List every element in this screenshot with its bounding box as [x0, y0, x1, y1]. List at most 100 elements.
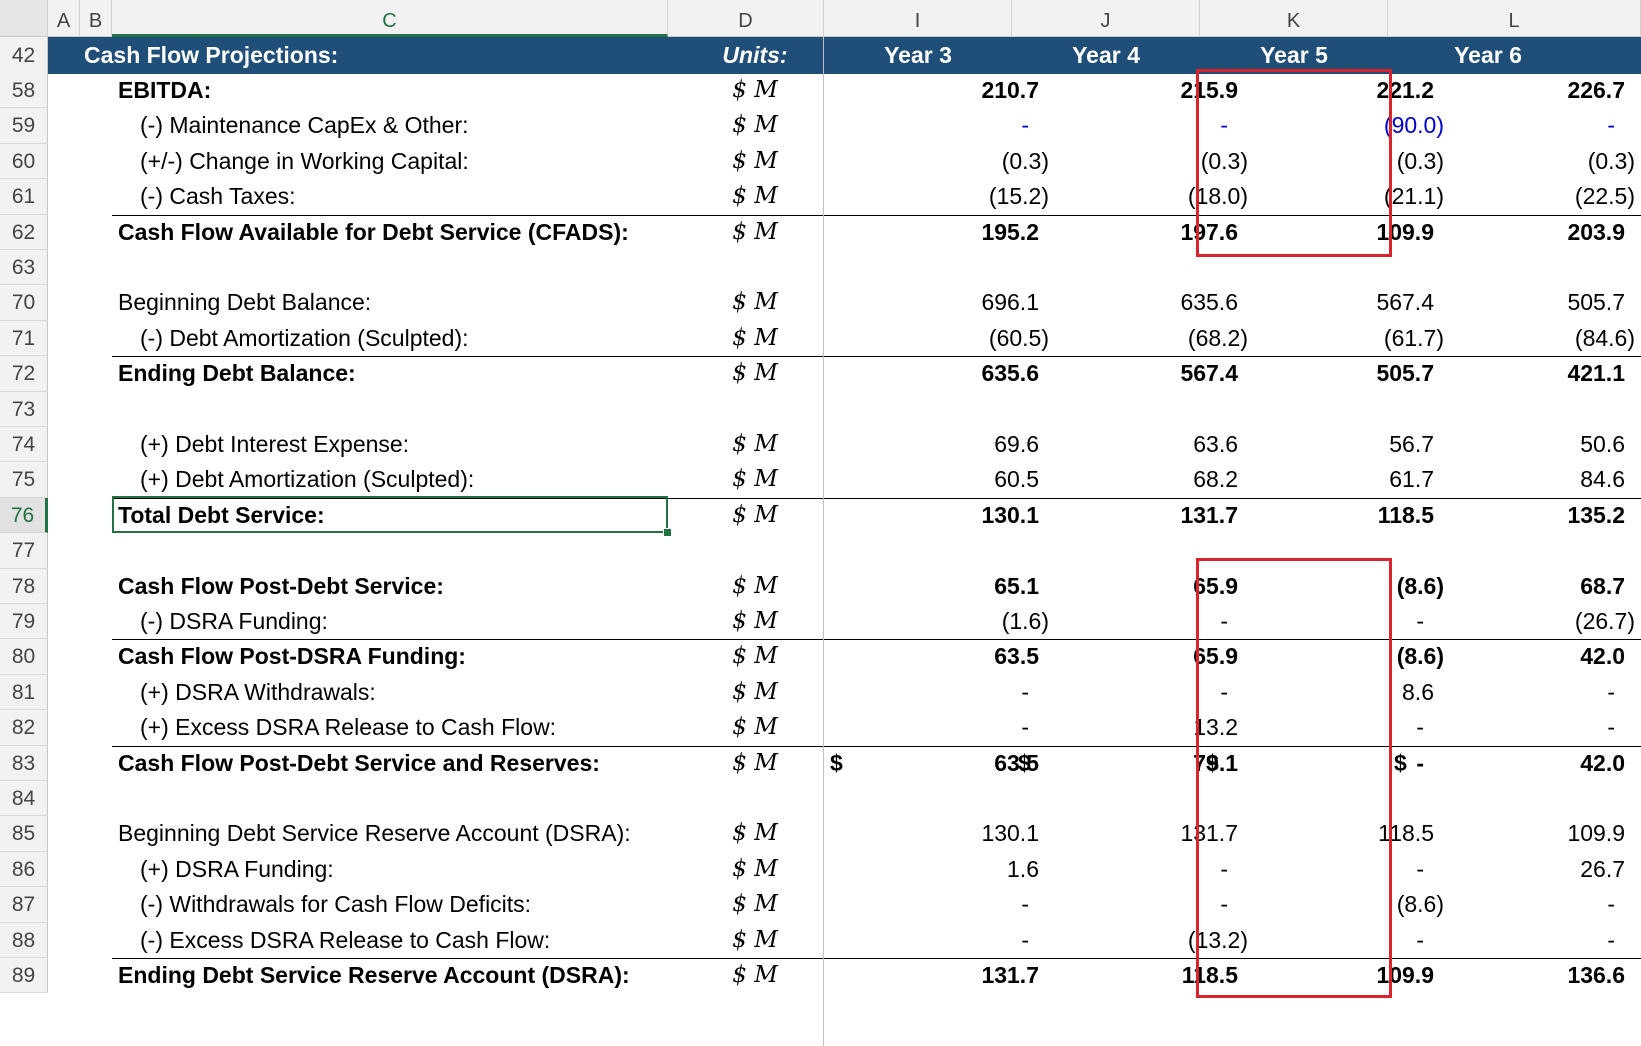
value-cell[interactable]: 63.5 [994, 643, 1039, 670]
row-number[interactable]: 62 [0, 214, 48, 250]
value-cell[interactable]: 65.1 [994, 572, 1039, 599]
value-cell[interactable]: - [1607, 714, 1615, 741]
row-number[interactable]: 73 [0, 391, 48, 427]
value-cell[interactable] [1455, 392, 1635, 429]
value-cell[interactable]: 226.7 [1567, 77, 1625, 103]
row-label[interactable]: (-) DSRA Funding: [140, 608, 328, 634]
value-cell[interactable]: 130.1 [981, 820, 1039, 847]
value-cell[interactable]: 635.6 [1180, 289, 1238, 316]
row-label[interactable]: (+) DSRA Funding: [140, 855, 334, 882]
value-cell[interactable]: 136.6 [1567, 962, 1625, 988]
row-number[interactable]: 61 [0, 179, 48, 215]
column-header-l[interactable]: L [1388, 0, 1641, 37]
row-number[interactable]: 76 [0, 497, 48, 534]
row-label[interactable]: (-) Excess DSRA Release to Cash Flow: [140, 926, 551, 953]
column-header-j[interactable]: J [1012, 0, 1200, 37]
value-cell[interactable]: (68.2) [1187, 324, 1248, 351]
column-header-d[interactable]: D [668, 0, 824, 37]
value-cell[interactable]: - [1021, 678, 1029, 705]
row-label[interactable]: Total Debt Service: [118, 501, 325, 528]
value-cell[interactable]: - [1416, 926, 1424, 953]
row-number[interactable]: 71 [0, 320, 48, 357]
row-label[interactable]: (+) Debt Amortization (Sculpted): [140, 466, 475, 493]
header-year-3[interactable]: Year 3 [884, 42, 952, 68]
value-cell[interactable]: - [1607, 926, 1615, 953]
column-header-c[interactable]: C [112, 0, 668, 37]
row-number[interactable]: 83 [0, 745, 48, 781]
units-cell[interactable]: $ M [732, 289, 778, 316]
value-cell[interactable]: 109.9 [1567, 820, 1625, 847]
value-cell[interactable] [1062, 392, 1248, 429]
row-label[interactable]: (-) Debt Amortization (Sculpted): [140, 324, 469, 351]
value-cell[interactable]: - [1021, 926, 1029, 953]
value-cell[interactable]: - [1220, 112, 1228, 139]
selected-cell-c76[interactable] [112, 496, 668, 533]
row-label[interactable]: Beginning Debt Service Reserve Account (… [118, 820, 631, 847]
units-cell[interactable]: $ M [732, 749, 778, 776]
units-cell[interactable]: $ M [732, 218, 778, 245]
column-header-b[interactable]: B [80, 0, 112, 37]
header-title[interactable]: Cash Flow Projections: [84, 42, 339, 68]
value-cell[interactable]: 118.5 [1377, 501, 1434, 528]
value-cell[interactable]: - [1021, 112, 1029, 139]
value-cell[interactable]: - [1607, 891, 1615, 918]
value-cell[interactable]: - [1416, 855, 1424, 882]
row-number[interactable]: 82 [0, 710, 48, 746]
value-cell[interactable] [1455, 533, 1635, 570]
value-cell[interactable]: 42.0 [1580, 749, 1625, 776]
value-cell[interactable] [865, 392, 1049, 429]
value-cell[interactable]: (8.6) [1396, 891, 1444, 918]
value-cell[interactable]: (22.5) [1574, 183, 1635, 210]
value-cell[interactable]: (21.1) [1383, 183, 1444, 210]
value-cell[interactable]: - [1416, 608, 1424, 634]
units-cell[interactable]: $ M [732, 147, 778, 174]
column-header-a[interactable]: A [48, 0, 80, 37]
value-cell[interactable]: 505.7 [1567, 289, 1625, 316]
row-number[interactable]: 84 [0, 781, 48, 817]
row-label[interactable]: (+) DSRA Withdrawals: [140, 678, 376, 705]
units-cell[interactable]: $ M [732, 360, 778, 387]
row-number[interactable]: 80 [0, 639, 48, 675]
value-cell[interactable]: 26.7 [1580, 855, 1625, 882]
value-cell[interactable]: - [1416, 749, 1424, 776]
value-cell[interactable]: 210.7 [981, 77, 1039, 103]
value-cell[interactable] [865, 250, 1049, 287]
value-cell[interactable]: 79.1 [1193, 749, 1238, 776]
value-cell[interactable]: 696.1 [981, 289, 1039, 316]
row-number[interactable]: 72 [0, 356, 48, 392]
row-label[interactable]: (+) Excess DSRA Release to Cash Flow: [140, 714, 557, 741]
value-cell[interactable]: (0.3) [1001, 147, 1049, 174]
value-cell[interactable]: 1.6 [1007, 855, 1039, 882]
value-cell[interactable]: 130.1 [981, 501, 1039, 528]
value-cell[interactable]: - [1220, 855, 1228, 882]
fill-handle[interactable] [663, 528, 672, 537]
value-cell[interactable] [865, 533, 1049, 570]
row-label[interactable]: (-) Cash Taxes: [140, 183, 296, 210]
value-cell[interactable]: (0.3) [1200, 147, 1248, 174]
row-label[interactable]: Cash Flow Post-Debt Service: [118, 572, 444, 599]
row-number[interactable]: 60 [0, 143, 48, 180]
value-cell[interactable]: 195.2 [981, 218, 1039, 245]
value-cell[interactable]: (8.6) [1396, 572, 1444, 599]
row-number[interactable]: 86 [0, 851, 48, 888]
units-cell[interactable] [700, 533, 810, 570]
value-cell[interactable]: - [1416, 714, 1424, 741]
value-cell[interactable]: 60.5 [994, 466, 1039, 493]
row-label[interactable]: (-) Withdrawals for Cash Flow Deficits: [140, 891, 532, 918]
value-cell[interactable]: 65.9 [1193, 643, 1238, 670]
units-cell[interactable]: $ M [732, 77, 778, 103]
units-cell[interactable]: $ M [732, 324, 778, 351]
units-cell[interactable]: $ M [732, 501, 778, 528]
units-cell[interactable]: $ M [732, 183, 778, 210]
value-cell[interactable]: 63.6 [1193, 431, 1238, 457]
value-cell[interactable]: - [1021, 891, 1029, 918]
row-label[interactable]: Ending Debt Service Reserve Account (DSR… [118, 962, 630, 988]
row-number[interactable]: 89 [0, 958, 48, 994]
value-cell[interactable]: 8.6 [1402, 678, 1434, 705]
row-label[interactable] [118, 533, 698, 570]
row-number[interactable]: 58 [0, 73, 48, 109]
value-cell[interactable] [1455, 250, 1635, 287]
value-cell[interactable]: (8.6) [1396, 643, 1444, 670]
value-cell[interactable]: 109.9 [1376, 962, 1434, 988]
